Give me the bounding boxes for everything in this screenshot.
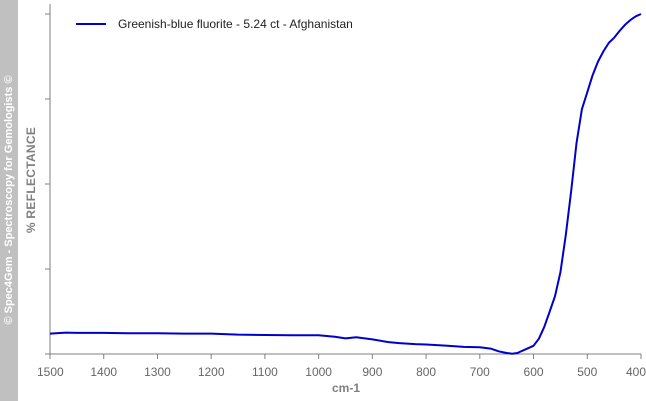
- x-tick-label: 1500: [37, 365, 64, 379]
- x-tick-label: 900: [362, 365, 382, 379]
- x-tick-label: 700: [470, 365, 490, 379]
- x-tick-label: 1200: [198, 365, 225, 379]
- legend-label: Greenish-blue fluorite - 5.24 ct - Afgha…: [118, 17, 353, 31]
- x-tick-label: 1300: [144, 365, 171, 379]
- x-tick-label: 500: [577, 365, 597, 379]
- watermark-sidebar: © Spec4Gem - Spectroscopy for Gemologist…: [0, 0, 18, 401]
- x-tick-label: 1100: [252, 365, 278, 379]
- x-tick-label: 400: [626, 365, 646, 379]
- x-tick-label: 1000: [305, 365, 332, 379]
- x-tick-label: 800: [416, 365, 436, 379]
- x-tick-label: 600: [524, 365, 544, 379]
- x-axis-label: cm-1: [331, 381, 361, 395]
- series-line: [49, 13, 642, 355]
- x-tick-label: 1400: [90, 365, 117, 379]
